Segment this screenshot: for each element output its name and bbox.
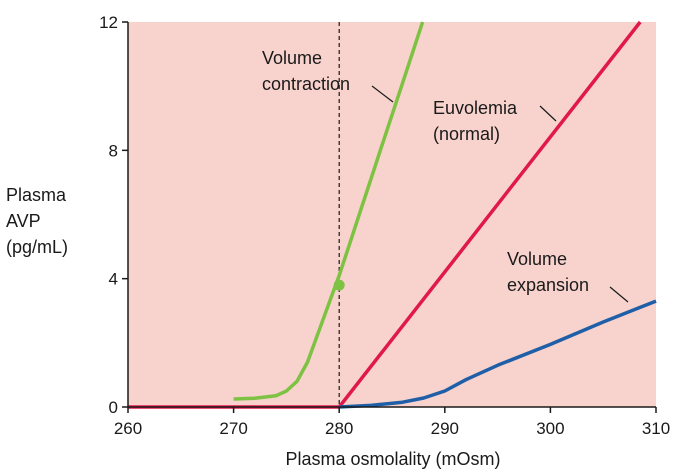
annotation-layer: Volume contraction Euvolemia (normal) Vo… bbox=[262, 48, 629, 303]
annotation-volume-expansion-line-1: Volume bbox=[507, 249, 567, 269]
annotation-euvolemia-line-2: (normal) bbox=[433, 124, 500, 144]
series-line-1 bbox=[233, 21, 425, 401]
x-tick-label-310: 310 bbox=[642, 419, 670, 438]
x-tick-label-260: 260 bbox=[114, 419, 142, 438]
annotation-volume-contraction-line-1: Volume bbox=[262, 48, 322, 68]
annotation-leader-volume-contraction bbox=[371, 85, 394, 103]
x-axis-label: Plasma osmolality (mOsm) bbox=[285, 449, 500, 469]
x-tick-label-270: 270 bbox=[219, 419, 247, 438]
annotation-volume-expansion-line-2: expansion bbox=[507, 275, 589, 295]
annotation-leader-volume-expansion bbox=[609, 286, 629, 303]
annotation-volume-contraction-line-2: contraction bbox=[262, 74, 350, 94]
data-point-marker bbox=[333, 279, 345, 291]
x-tick-label-280: 280 bbox=[325, 419, 353, 438]
annotation-volume-expansion: Volume expansion bbox=[507, 249, 589, 295]
y-axis-label-line-3: (pg/mL) bbox=[6, 237, 68, 257]
x-tick-label-290: 290 bbox=[431, 419, 459, 438]
y-axis-label: Plasma AVP (pg/mL) bbox=[6, 185, 71, 257]
y-axis-label-line-1: Plasma bbox=[6, 185, 67, 205]
annotation-leader-euvolemia bbox=[539, 105, 557, 122]
annotation-euvolemia-line-1: Euvolemia bbox=[433, 98, 518, 118]
y-tick-label-0: 0 bbox=[109, 398, 118, 417]
y-tick-label-4: 4 bbox=[109, 270, 118, 289]
y-tick-label-8: 8 bbox=[109, 141, 118, 160]
y-tick-label-12: 12 bbox=[99, 13, 118, 32]
annotation-volume-contraction: Volume contraction bbox=[262, 48, 350, 94]
series-line-3 bbox=[339, 299, 657, 409]
y-tick-group: 0 4 8 12 bbox=[99, 13, 128, 417]
y-axis-label-line-2: AVP bbox=[6, 211, 41, 231]
annotation-euvolemia: Euvolemia (normal) bbox=[433, 98, 522, 144]
plot-background bbox=[128, 22, 656, 407]
x-tick-label-300: 300 bbox=[536, 419, 564, 438]
x-tick-group: 260 270 280 290 300 310 bbox=[114, 407, 670, 438]
